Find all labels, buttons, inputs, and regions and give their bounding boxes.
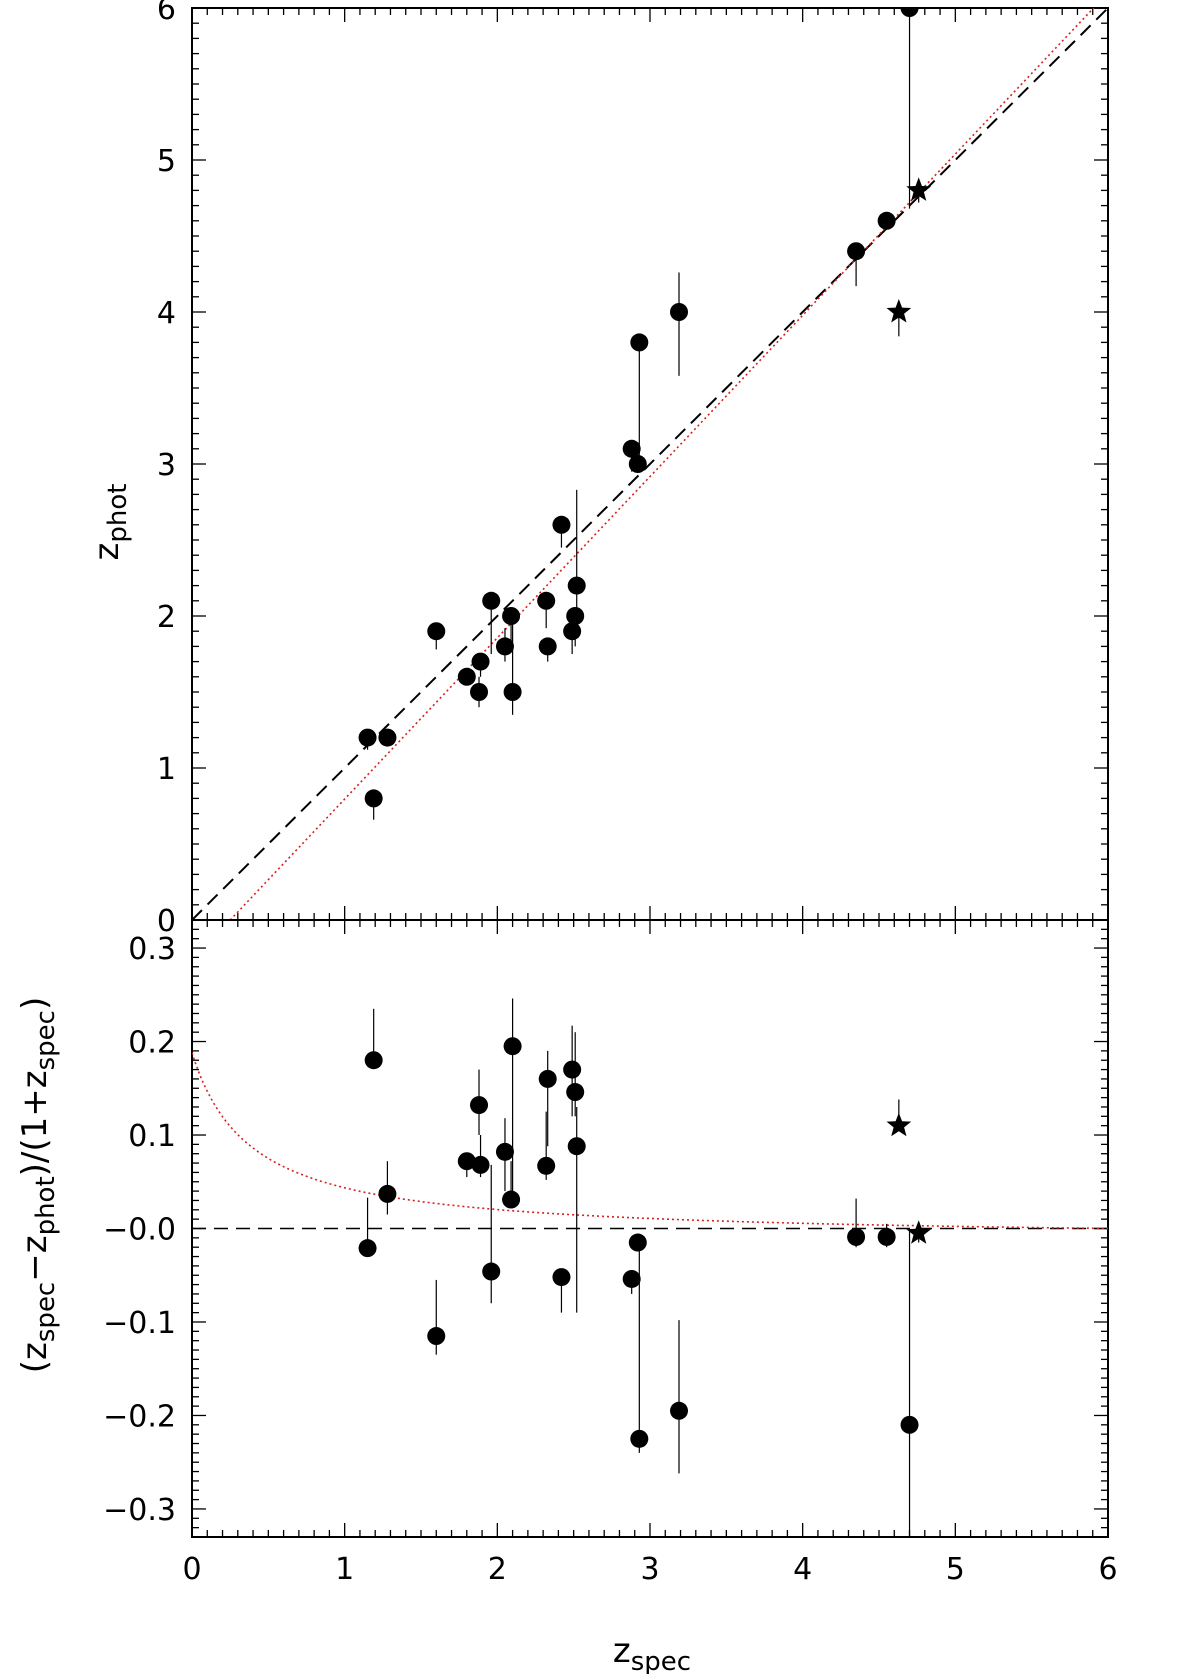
data-point bbox=[622, 439, 641, 458]
data-point bbox=[563, 1060, 582, 1079]
fit-curve bbox=[192, 1052, 1108, 1230]
data-point bbox=[847, 242, 866, 261]
data-point bbox=[427, 1327, 446, 1346]
data-point bbox=[471, 1155, 490, 1174]
data-point bbox=[471, 652, 490, 671]
data-point bbox=[470, 1096, 489, 1115]
x-tick-label: 1 bbox=[335, 1552, 354, 1587]
data-point bbox=[537, 1156, 556, 1175]
data-point bbox=[622, 1269, 641, 1288]
y-tick-label: 0.2 bbox=[128, 1026, 176, 1061]
data-point bbox=[427, 622, 446, 641]
star-point bbox=[886, 1112, 912, 1137]
data-point bbox=[482, 1262, 501, 1281]
data-point bbox=[847, 1227, 866, 1246]
data-point bbox=[364, 789, 383, 808]
star-point bbox=[906, 1220, 932, 1244]
x-tick-label: 0 bbox=[182, 1552, 201, 1587]
y-tick-label: 3 bbox=[157, 448, 176, 483]
y-tick-label: −0.3 bbox=[103, 1493, 176, 1528]
y-tick-label: 2 bbox=[157, 600, 176, 635]
y-tick-label: −0.0 bbox=[103, 1213, 176, 1248]
data-point bbox=[378, 1184, 397, 1203]
data-point bbox=[482, 591, 501, 610]
y-tick-label: −0.1 bbox=[103, 1306, 176, 1341]
y-tick-label: 5 bbox=[157, 144, 176, 179]
bottom-panel: 0.3 0.2 0.1 −0.0 −0.1 −0.2 −0.30 1 2 3 4 5 6 bbox=[103, 919, 1118, 1587]
y-tick-label: 0 bbox=[157, 904, 176, 939]
y-tick-label: 0.3 bbox=[128, 932, 176, 967]
data-point bbox=[502, 1190, 521, 1209]
data-point bbox=[457, 667, 476, 686]
data-point bbox=[628, 1233, 647, 1252]
data-point bbox=[538, 1069, 557, 1088]
data-point bbox=[630, 333, 649, 352]
data-point bbox=[670, 303, 689, 321]
data-point bbox=[900, 1415, 919, 1434]
x-tick-label: 3 bbox=[640, 1552, 659, 1587]
data-point bbox=[378, 728, 397, 747]
x-tick-label: 2 bbox=[488, 1552, 507, 1587]
data-point bbox=[563, 622, 582, 641]
top-y-axis-label: zphot bbox=[87, 484, 133, 561]
data-point bbox=[358, 728, 377, 747]
data-point bbox=[457, 1152, 476, 1171]
x-tick-label: 5 bbox=[946, 1552, 965, 1587]
data-point bbox=[900, 8, 919, 17]
one-to-one-line bbox=[192, 8, 1108, 920]
data-point bbox=[537, 591, 556, 610]
y-tick-label: 6 bbox=[157, 0, 176, 27]
y-tick-label: 1 bbox=[157, 752, 176, 787]
x-axis-label: zspec bbox=[613, 1631, 691, 1674]
data-point bbox=[630, 1429, 649, 1448]
data-point bbox=[670, 1401, 689, 1420]
data-point bbox=[503, 683, 522, 701]
data-point bbox=[567, 1137, 586, 1156]
data-point bbox=[503, 1037, 522, 1056]
top-y-axis-label-sub: phot bbox=[103, 484, 133, 543]
data-point bbox=[567, 576, 586, 595]
axis-labels: zspec zphot (zspec−zphot)/(1+zspec) bbox=[15, 484, 691, 1674]
x-axis-label-sub: spec bbox=[631, 1647, 691, 1674]
data-point bbox=[552, 1268, 571, 1287]
data-point bbox=[495, 1142, 514, 1161]
data-point bbox=[877, 211, 896, 230]
data-point bbox=[470, 683, 489, 701]
data-point bbox=[495, 637, 514, 656]
data-point bbox=[566, 1083, 585, 1102]
x-tick-label: 6 bbox=[1098, 1552, 1117, 1587]
top-panel: 0 1 2 3 4 5 6 bbox=[157, 0, 1109, 939]
data-point bbox=[566, 607, 585, 625]
data-point bbox=[358, 1239, 377, 1258]
data-point bbox=[364, 1051, 383, 1070]
y-tick-label: −0.2 bbox=[103, 1399, 176, 1434]
bottom-y-axis-label: (zspec−zphot)/(1+zspec) bbox=[15, 997, 61, 1373]
data-point bbox=[628, 455, 647, 473]
y-tick-label: 0.1 bbox=[128, 1119, 176, 1154]
data-point bbox=[502, 607, 521, 625]
y-tick-label: 4 bbox=[157, 296, 176, 331]
star-point bbox=[886, 299, 912, 323]
data-point bbox=[538, 637, 557, 656]
star-point bbox=[906, 177, 932, 201]
x-tick-label: 4 bbox=[793, 1552, 812, 1587]
data-point bbox=[552, 515, 571, 534]
data-point bbox=[877, 1227, 896, 1246]
